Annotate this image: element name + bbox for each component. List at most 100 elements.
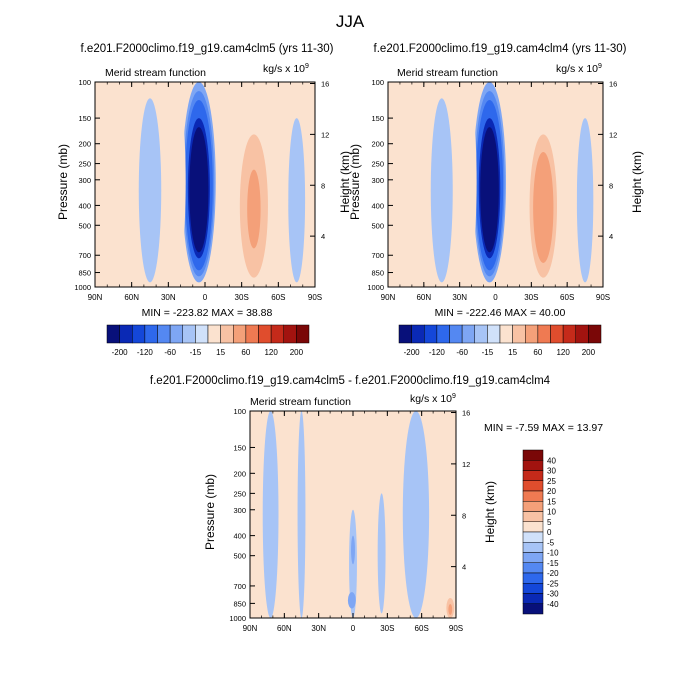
panel-clm5: f.e201.F2000climo.f19_g19.cam4clm5 (yrs … — [56, 43, 352, 357]
x-tick-label: 90S — [308, 293, 322, 302]
y-tick-label: 100 — [371, 78, 384, 87]
colorbar-cell — [220, 324, 234, 344]
y-tick-label: 100 — [233, 407, 246, 416]
y-tick-label: 400 — [233, 532, 246, 541]
colorbar-label: 200 — [582, 348, 596, 357]
contour-band — [481, 136, 498, 247]
colorbar-label: -120 — [429, 348, 446, 357]
x-tick-label: 0 — [351, 624, 356, 633]
y2-tick-label: 12 — [462, 460, 470, 469]
colorbar-label: 0 — [547, 528, 552, 537]
y2-tick-label: 12 — [321, 130, 329, 139]
y-tick-label: 850 — [233, 599, 246, 608]
y-axis-label: Pressure (mb) — [56, 144, 70, 220]
x-tick-label: 0 — [493, 293, 498, 302]
colorbar-label: 10 — [547, 508, 556, 517]
colorbar-cell — [245, 324, 259, 344]
colorbar-cell — [522, 593, 544, 604]
y-tick-label: 1000 — [367, 283, 384, 292]
colorbar-cell — [522, 460, 544, 471]
panel-left-label: Merid stream function — [105, 67, 206, 79]
colorbar-cell — [132, 324, 146, 344]
y-axis-label: Pressure (mb) — [348, 144, 362, 220]
y2-tick-label: 8 — [321, 181, 325, 190]
x-tick-label: 30S — [235, 293, 249, 302]
colorbar-label: -10 — [547, 549, 559, 558]
y-tick-label: 300 — [78, 176, 91, 185]
y2-tick-label: 8 — [609, 181, 613, 190]
colorbar-cell — [522, 449, 544, 461]
colorbar-label: -200 — [404, 348, 421, 357]
y-tick-label: 850 — [78, 269, 91, 278]
colorbar-cell — [522, 603, 544, 615]
x-tick-label: 30N — [452, 293, 467, 302]
colorbar-label: -15 — [190, 348, 202, 357]
y-tick-label: 500 — [78, 221, 91, 230]
y2-tick-label: 16 — [609, 80, 617, 89]
y-tick-label: 200 — [371, 140, 384, 149]
y-tick-label: 400 — [78, 201, 91, 210]
colorbar-label: 15 — [216, 348, 225, 357]
contour-band — [536, 169, 550, 249]
colorbar-cell — [522, 542, 544, 553]
y-tick-label: 200 — [233, 469, 246, 478]
y2-tick-label: 4 — [609, 232, 613, 241]
colorbar-label: -15 — [482, 348, 494, 357]
colorbar-cell — [436, 324, 450, 344]
colorbar-cell — [522, 583, 544, 594]
units-label: kg/s x 109 — [556, 63, 602, 75]
x-tick-label: 30N — [161, 293, 176, 302]
colorbar-label: 20 — [547, 487, 556, 496]
units-label: kg/s x 109 — [410, 393, 456, 405]
colorbar-label: 60 — [241, 348, 250, 357]
colorbar-label: 40 — [547, 456, 556, 465]
panel-left-label: Merid stream function — [250, 396, 351, 408]
contour-band — [190, 136, 207, 247]
contour-band — [454, 82, 477, 283]
colorbar-label: 60 — [533, 348, 542, 357]
contour-field — [250, 411, 456, 618]
colorbar-cell — [562, 324, 576, 344]
panel-title: f.e201.F2000climo.f19_g19.cam4clm5 (yrs … — [81, 43, 334, 55]
colorbar-cell — [461, 324, 475, 344]
x-tick-label: 90S — [596, 293, 610, 302]
colorbar-label: 25 — [547, 477, 556, 486]
colorbar-cell — [522, 562, 544, 574]
panel-title: f.e201.F2000climo.f19_g19.cam4clm5 - f.e… — [150, 375, 551, 387]
panel-title: f.e201.F2000climo.f19_g19.cam4clm4 (yrs … — [374, 43, 627, 55]
colorbar-cell — [449, 324, 463, 344]
contour-field — [388, 82, 603, 287]
colorbar-cell — [424, 324, 438, 344]
x-tick-label: 60N — [277, 624, 292, 633]
y-tick-label: 150 — [78, 114, 91, 123]
colorbar-cell — [233, 324, 247, 344]
colorbar-cell — [537, 324, 551, 344]
colorbar-cell — [398, 324, 412, 344]
y2-tick-label: 8 — [462, 511, 466, 520]
x-tick-label: 90N — [243, 624, 258, 633]
colorbar-cell — [522, 552, 544, 563]
y-tick-label: 200 — [78, 140, 91, 149]
contour-band — [402, 411, 430, 618]
contour-band — [347, 592, 356, 609]
colorbar-label: 15 — [508, 348, 517, 357]
x-tick-label: 60N — [416, 293, 431, 302]
x-tick-label: 30N — [311, 624, 326, 633]
contour-band — [448, 603, 453, 615]
colorbar-cell — [512, 324, 526, 344]
colorbar-label: -120 — [137, 348, 154, 357]
colorbar-cell — [522, 501, 544, 512]
colorbar-label: -200 — [112, 348, 129, 357]
colorbar-label: -20 — [547, 569, 559, 578]
colorbar-label: -60 — [164, 348, 176, 357]
colorbar-cell — [499, 324, 513, 344]
contour-band — [297, 411, 306, 618]
colorbar-label: -60 — [456, 348, 468, 357]
colorbar-cell — [195, 324, 209, 344]
colorbar-label: -5 — [547, 538, 555, 547]
x-tick-label: 60N — [124, 293, 139, 302]
contour-band — [377, 493, 386, 614]
y2-axis-label: Height (km) — [338, 151, 352, 213]
colorbar-label: 120 — [264, 348, 278, 357]
y2-tick-label: 4 — [462, 563, 466, 572]
